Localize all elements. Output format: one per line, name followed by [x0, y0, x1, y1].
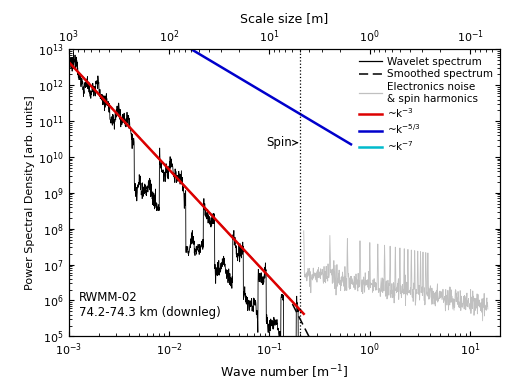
Text: Spin: Spin	[267, 136, 298, 149]
X-axis label: Scale size [m]: Scale size [m]	[240, 13, 329, 25]
X-axis label: Wave number [m$^{-1}$]: Wave number [m$^{-1}$]	[220, 363, 348, 380]
Text: RWMM-02
74.2-74.3 km (downleg): RWMM-02 74.2-74.3 km (downleg)	[79, 291, 221, 319]
Y-axis label: Power Spectral Density [arb. units]: Power Spectral Density [arb. units]	[25, 95, 36, 290]
Legend: Wavelet spectrum, Smoothed spectrum, Electronics noise
& spin harmonics, ~k$^{-3: Wavelet spectrum, Smoothed spectrum, Ele…	[357, 55, 495, 155]
